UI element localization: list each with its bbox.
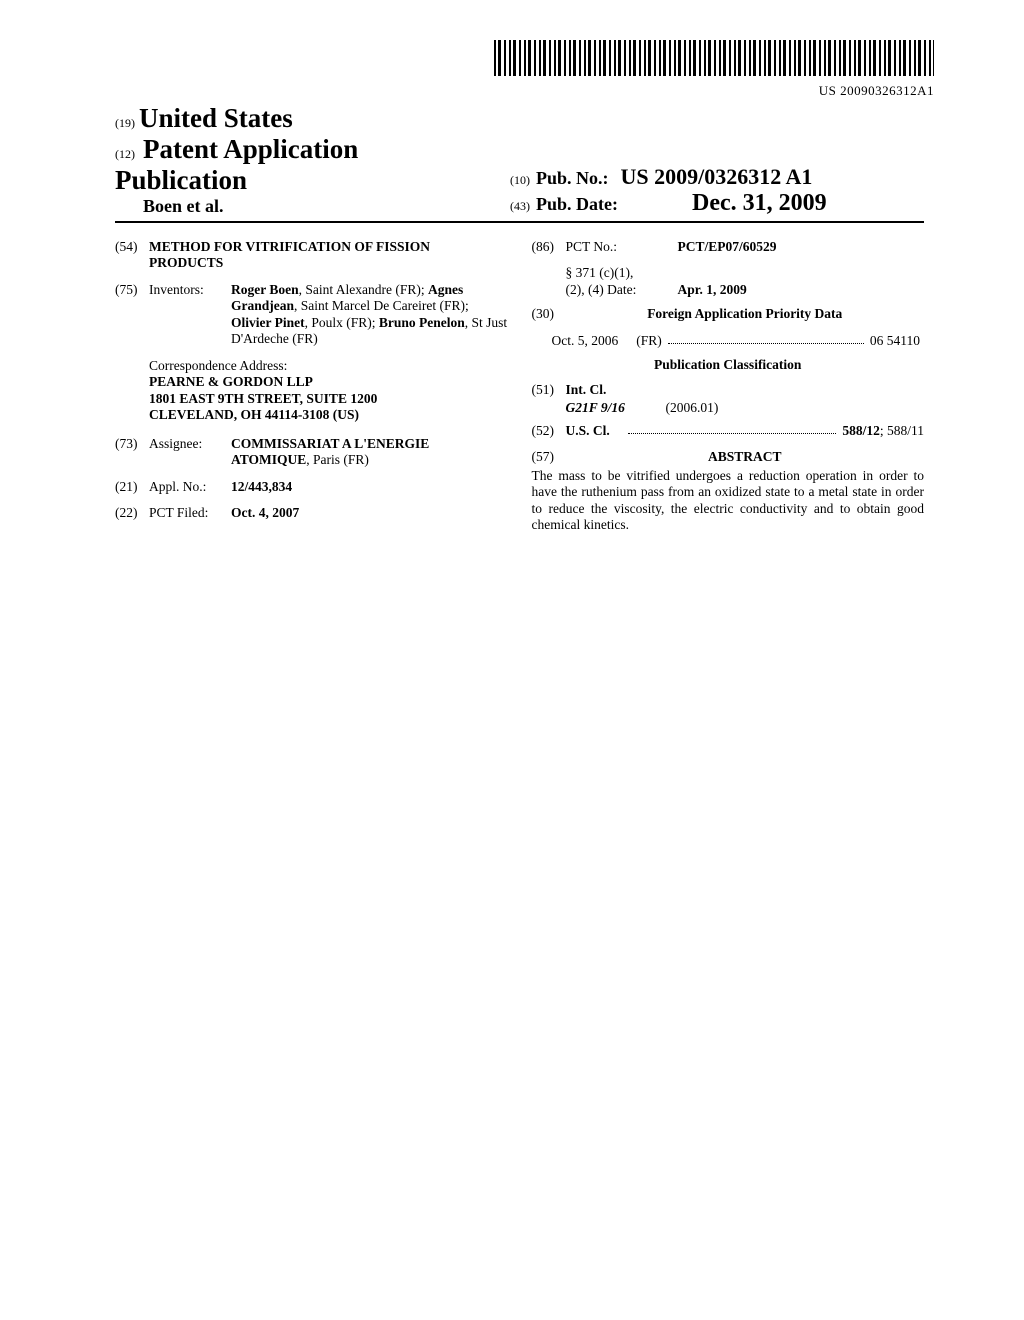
divider-thin: [115, 222, 924, 223]
foreign-priority-head: Foreign Application Priority Data: [566, 306, 925, 322]
inventors-label: Inventors:: [149, 282, 231, 348]
pctfiled-value: Oct. 4, 2007: [231, 505, 508, 521]
code-19: (19): [115, 116, 135, 131]
field-abstract-head: (57) ABSTRACT: [532, 449, 925, 465]
s371-line2: (2), (4) Date:: [566, 282, 678, 298]
pubdate-value: Dec. 31, 2009: [692, 190, 827, 216]
code-22: (22): [115, 505, 149, 521]
pctno-label: PCT No.:: [566, 239, 678, 255]
s371-date: Apr. 1, 2009: [678, 282, 747, 298]
code-43: (43): [510, 199, 530, 213]
field-intcl: (51) Int. Cl.: [532, 382, 925, 398]
code-75: (75): [115, 282, 149, 348]
field-assignee: (73) Assignee: COMMISSARIAT A L'ENERGIE …: [115, 436, 508, 469]
field-pctno: (86) PCT No.: PCT/EP07/60529: [532, 239, 925, 255]
field-foreign-priority: (30) Foreign Application Priority Data: [532, 306, 925, 322]
intcl-label: Int. Cl.: [566, 382, 607, 398]
correspondence-address: Correspondence Address: PEARNE & GORDON …: [149, 358, 508, 424]
field-pctfiled: (22) PCT Filed: Oct. 4, 2007: [115, 505, 508, 521]
code-10: (10): [510, 173, 530, 187]
code-12: (12): [115, 147, 135, 161]
code-51: (51): [532, 382, 566, 398]
assignee-label: Assignee:: [149, 436, 231, 469]
dot-leader-2: [628, 423, 837, 434]
code-73: (73): [115, 436, 149, 469]
barcode: [494, 40, 934, 76]
intcl-symbol: G21F 9/16: [566, 400, 666, 416]
section-371: § 371 (c)(1), (2), (4) Date: Apr. 1, 200…: [566, 265, 925, 298]
header-right: (10) Pub. No.: US 2009/0326312 A1 (43) P…: [495, 164, 924, 217]
publication-type: Patent Application Publication: [115, 134, 358, 195]
authors-short: Boen et al.: [143, 196, 495, 217]
applno-value: 12/443,834: [231, 479, 508, 495]
barcode-text: US 20090326312A1: [115, 83, 934, 99]
code-54: (54): [115, 239, 149, 272]
corr-line-2: 1801 EAST 9TH STREET, SUITE 1200: [149, 391, 508, 407]
pctno-value: PCT/EP07/60529: [678, 239, 925, 255]
invention-title: METHOD FOR VITRIFICATION OF FISSION PROD…: [149, 239, 508, 272]
header-row-1: (19) United States: [115, 103, 924, 134]
field-uscl: (52) U.S. Cl. 588/12; 588/11: [532, 423, 925, 439]
s371-line1: § 371 (c)(1),: [566, 265, 925, 281]
corr-line-3: CLEVELAND, OH 44114-3108 (US): [149, 407, 508, 423]
priority-row: Oct. 5, 2006 (FR) 06 54110: [552, 333, 921, 349]
corr-label: Correspondence Address:: [149, 358, 508, 374]
priority-country: (FR): [636, 333, 662, 349]
bibliographic-data: (54) METHOD FOR VITRIFICATION OF FISSION…: [115, 239, 924, 534]
pubno-value: US 2009/0326312 A1: [621, 164, 813, 189]
header-left: (12) Patent Application Publication Boen…: [115, 134, 495, 217]
intcl-version: (2006.01): [666, 400, 719, 416]
priority-number: 06 54110: [870, 333, 920, 349]
patent-front-page: US 20090326312A1 (19) United States (12)…: [0, 0, 1024, 574]
intcl-row: G21F 9/16 (2006.01): [566, 400, 925, 416]
uscl-label: U.S. Cl.: [566, 423, 622, 439]
pctfiled-label: PCT Filed:: [149, 505, 231, 521]
corr-line-1: PEARNE & GORDON LLP: [149, 374, 508, 390]
abstract-head: ABSTRACT: [566, 449, 925, 465]
left-column: (54) METHOD FOR VITRIFICATION OF FISSION…: [115, 239, 528, 534]
publication-classification-head: Publication Classification: [532, 357, 925, 373]
priority-date: Oct. 5, 2006: [552, 333, 619, 349]
barcode-block: US 20090326312A1: [115, 40, 934, 99]
code-57: (57): [532, 449, 566, 465]
pubno-label: Pub. No.:: [536, 168, 609, 188]
field-title: (54) METHOD FOR VITRIFICATION OF FISSION…: [115, 239, 508, 272]
inventors-value: Roger Boen, Saint Alexandre (FR); Agnes …: [231, 282, 508, 348]
code-30: (30): [532, 306, 566, 322]
country: United States: [139, 103, 293, 134]
right-column: (86) PCT No.: PCT/EP07/60529 § 371 (c)(1…: [528, 239, 925, 534]
abstract-text: The mass to be vitrified undergoes a red…: [532, 468, 925, 534]
dot-leader: [668, 333, 864, 344]
code-21: (21): [115, 479, 149, 495]
assignee-value: COMMISSARIAT A L'ENERGIE ATOMIQUE, Paris…: [231, 436, 508, 469]
header-row-2: (12) Patent Application Publication Boen…: [115, 134, 924, 217]
field-applno: (21) Appl. No.: 12/443,834: [115, 479, 508, 495]
code-52: (52): [532, 423, 566, 439]
pubdate-label: Pub. Date:: [536, 194, 618, 214]
code-86: (86): [532, 239, 566, 255]
uscl-main: 588/12: [842, 423, 880, 439]
field-inventors: (75) Inventors: Roger Boen, Saint Alexan…: [115, 282, 508, 348]
applno-label: Appl. No.:: [149, 479, 231, 495]
uscl-rest: ; 588/11: [880, 423, 924, 439]
